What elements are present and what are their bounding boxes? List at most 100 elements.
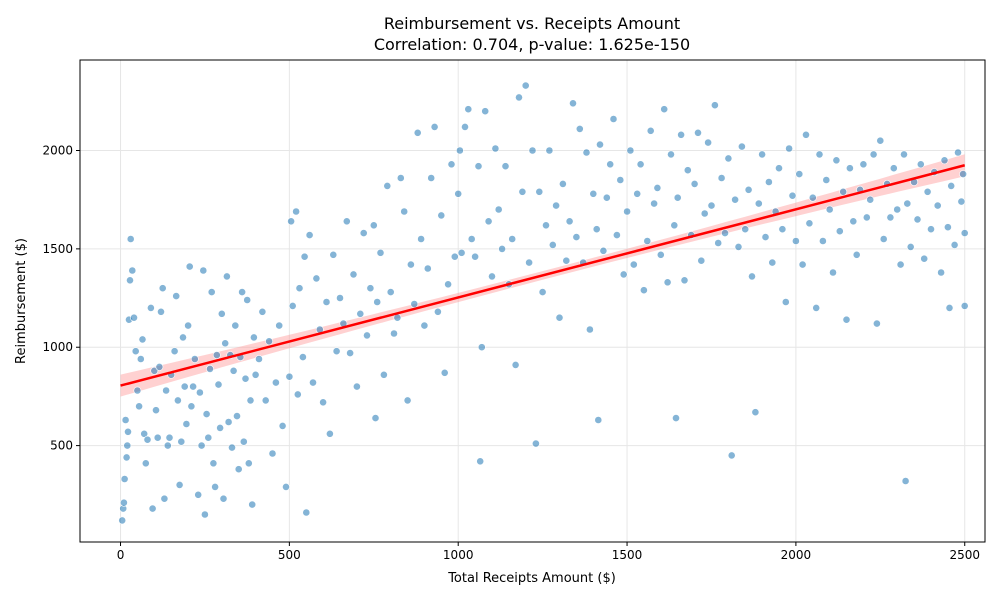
data-point — [670, 221, 679, 230]
data-point — [879, 235, 888, 243]
data-point — [251, 370, 260, 379]
data-point — [233, 412, 241, 420]
data-point — [413, 128, 422, 137]
data-point — [900, 150, 908, 159]
data-point — [148, 504, 157, 513]
data-point — [175, 480, 184, 489]
data-point — [582, 148, 591, 157]
data-point — [569, 99, 577, 108]
x-tick-label: 1500 — [612, 548, 643, 562]
data-point — [555, 313, 564, 322]
data-point — [455, 146, 464, 155]
data-point — [170, 347, 179, 356]
data-point — [118, 516, 127, 525]
data-point — [832, 156, 841, 165]
data-point — [454, 189, 463, 198]
data-point — [255, 355, 263, 363]
data-point — [135, 402, 143, 411]
regression-line — [120, 164, 966, 387]
data-point — [697, 256, 706, 265]
x-tick-label: 1000 — [443, 548, 474, 562]
data-point — [778, 225, 787, 234]
data-point — [464, 105, 473, 114]
data-point — [916, 160, 925, 169]
data-point — [940, 156, 949, 165]
data-point — [369, 221, 378, 230]
data-point — [714, 239, 723, 247]
data-point — [430, 123, 439, 131]
data-point — [292, 207, 300, 216]
data-point — [356, 309, 365, 318]
data-point — [954, 148, 962, 157]
data-point — [212, 351, 221, 359]
data-point — [700, 209, 709, 218]
data-point — [160, 494, 169, 503]
data-point — [265, 337, 273, 346]
data-point — [494, 205, 503, 214]
data-point — [390, 329, 398, 338]
data-point — [920, 254, 929, 263]
data-point — [623, 207, 631, 216]
data-point — [461, 123, 469, 131]
data-point — [214, 380, 223, 389]
data-point — [488, 272, 496, 281]
data-point — [197, 441, 206, 450]
data-point — [122, 453, 131, 462]
data-point — [325, 429, 334, 438]
data-point — [433, 307, 442, 316]
data-point — [224, 418, 233, 426]
data-point — [896, 260, 905, 269]
data-point — [798, 260, 807, 269]
data-point — [869, 150, 878, 159]
data-point — [126, 276, 134, 285]
data-point — [825, 205, 834, 214]
data-point — [707, 201, 716, 210]
x-axis-label: Total Receipts Amount ($) — [447, 571, 616, 586]
data-point — [680, 276, 689, 285]
data-point — [683, 166, 692, 175]
data-point — [128, 266, 137, 275]
data-point — [960, 229, 969, 237]
data-point — [959, 170, 967, 178]
data-point — [491, 144, 500, 153]
data-point — [209, 459, 218, 468]
data-point — [795, 170, 804, 178]
data-point — [822, 176, 831, 184]
data-point — [694, 128, 702, 137]
data-point — [619, 270, 628, 279]
y-axis-label: Reimbursement ($) — [14, 238, 29, 364]
data-point — [346, 349, 354, 357]
data-point — [234, 465, 243, 474]
chart-title: Reimbursement vs. Receipts Amount — [384, 14, 680, 33]
data-point — [515, 93, 523, 102]
data-point — [528, 146, 537, 155]
data-point — [481, 107, 490, 116]
data-point — [157, 307, 165, 316]
data-point — [525, 258, 533, 267]
data-point — [501, 162, 510, 171]
data-point — [599, 246, 608, 255]
y-ticks: 500 1000 1500 2000 — [42, 143, 80, 453]
data-point — [849, 217, 858, 226]
data-point — [180, 382, 189, 391]
data-point — [835, 227, 844, 236]
data-point — [565, 217, 574, 226]
data-point — [141, 459, 150, 468]
data-point — [366, 284, 375, 293]
data-point — [758, 150, 766, 159]
data-point — [457, 248, 466, 257]
data-point — [173, 396, 182, 405]
data-point — [143, 435, 152, 444]
data-point — [373, 298, 382, 306]
data-point — [889, 164, 898, 173]
data-point — [945, 303, 954, 312]
data-point — [893, 205, 902, 214]
data-point — [300, 252, 309, 261]
data-point — [476, 457, 485, 466]
data-point — [177, 437, 186, 446]
data-point — [646, 126, 655, 135]
data-point — [873, 319, 881, 328]
x-tick-label: 0 — [117, 548, 125, 562]
data-point — [282, 482, 290, 491]
